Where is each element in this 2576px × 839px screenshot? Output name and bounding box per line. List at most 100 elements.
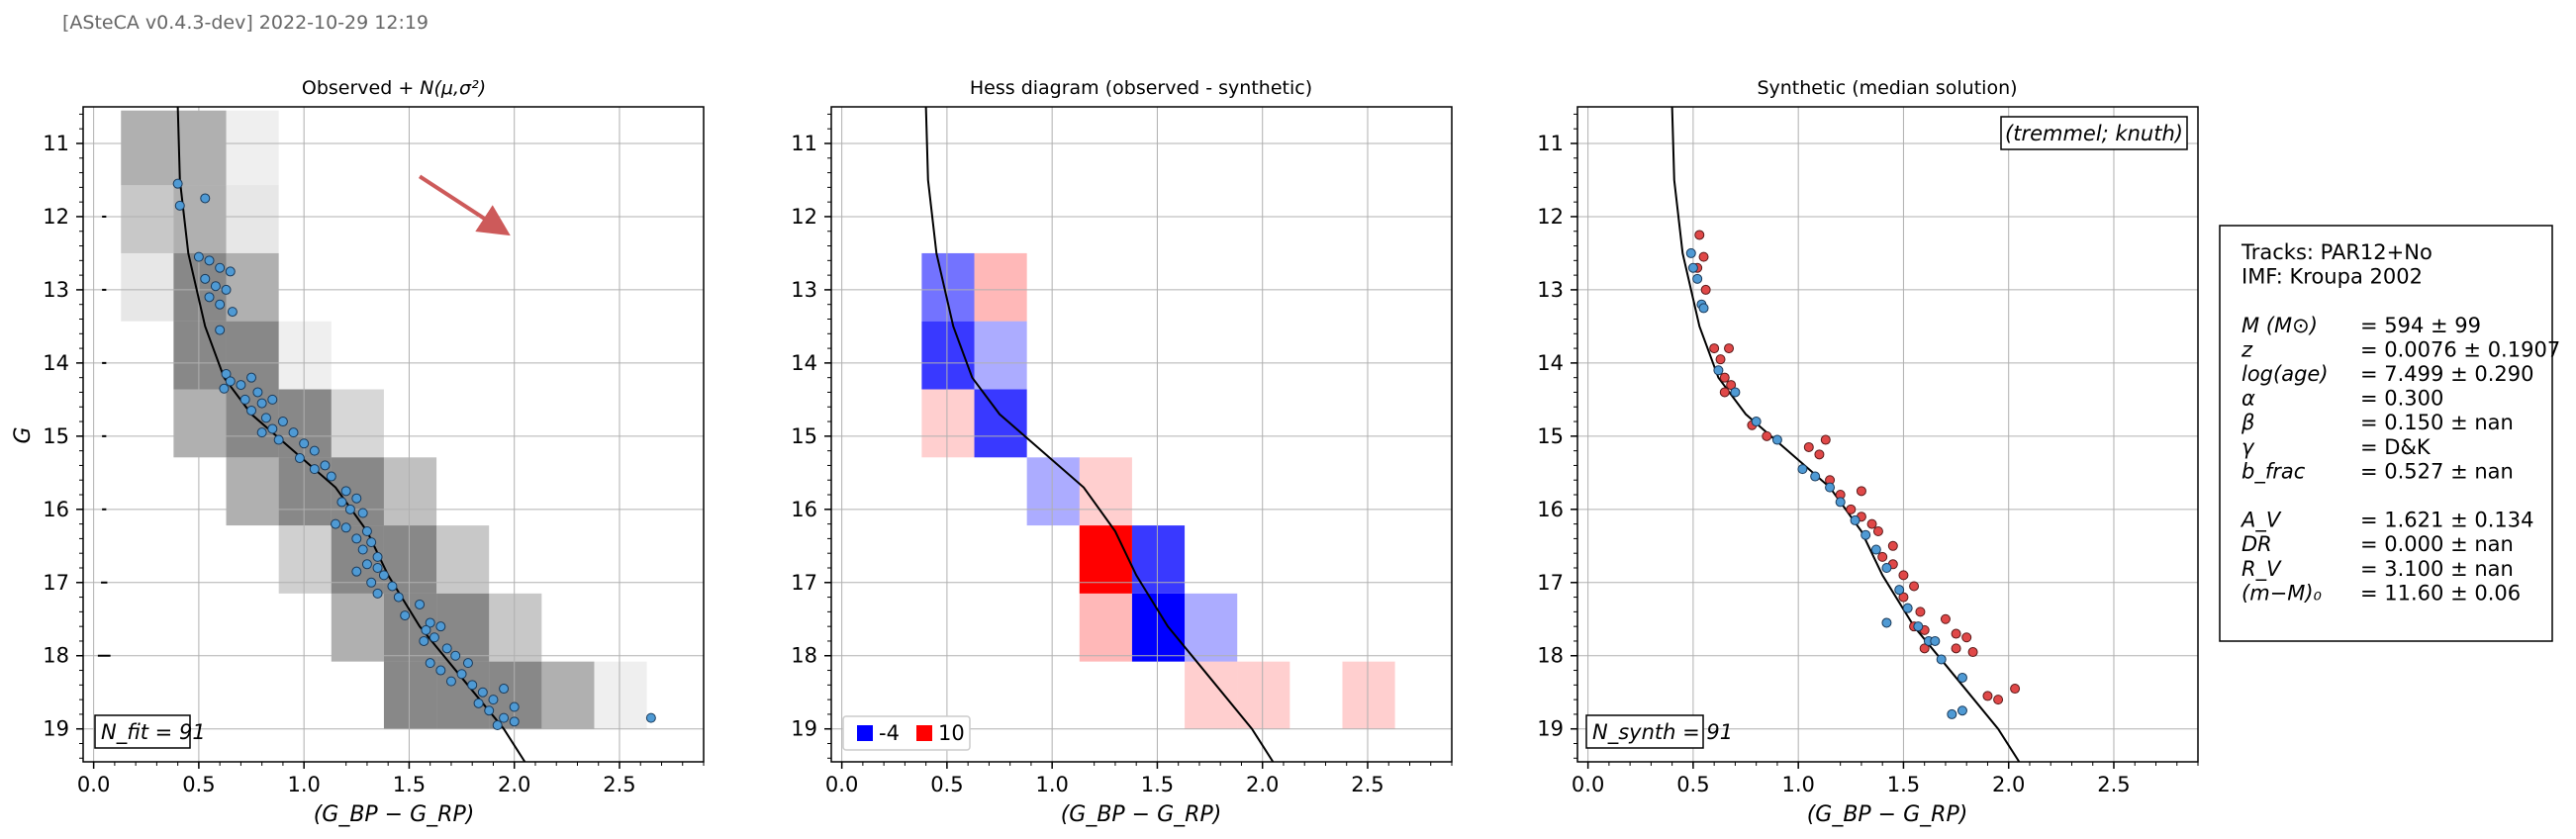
synthetic-single-star <box>1913 621 1924 632</box>
x-tick-label: 0.0 <box>77 773 110 796</box>
synthetic-single-star <box>1870 544 1881 555</box>
synthetic-binary-star <box>1909 581 1920 592</box>
observed-star <box>351 533 362 544</box>
x-tick-label: 0.5 <box>930 773 963 796</box>
observed-star <box>450 650 461 661</box>
density-cell <box>278 525 332 594</box>
y-tick-label: 12 <box>791 205 817 229</box>
observed-star <box>246 405 257 416</box>
density-cell <box>121 252 174 322</box>
param-name: β <box>2241 411 2254 434</box>
param-name: M (M⊙) <box>2242 314 2318 337</box>
param-name: IMF: Kroupa 2002 <box>2242 265 2423 289</box>
observed-grid <box>83 107 704 762</box>
y-tick-label: 17 <box>1537 571 1564 595</box>
observed-star <box>215 299 226 310</box>
observed-star <box>400 610 411 621</box>
observed-star <box>366 537 377 548</box>
hess-cell <box>1026 457 1080 526</box>
observed-star <box>210 281 221 292</box>
x-tick-label: 0.5 <box>182 773 215 796</box>
synthetic-binary-star <box>1872 526 1883 537</box>
hess-cell <box>1185 593 1238 662</box>
observed-star <box>256 427 267 438</box>
observed-star <box>499 684 510 695</box>
observed-star <box>372 562 383 573</box>
y-tick-label: 12 <box>43 205 69 229</box>
x-tick-label: 1.5 <box>393 773 426 796</box>
synthetic-single-star <box>1956 672 1967 683</box>
param-name: log(age) <box>2242 362 2329 386</box>
observed-star <box>425 658 435 669</box>
synthetic-panel: 0.0 0.5 1.0 1.5 2.0 2.5 11 12 13 14 15 16 17 18 19 Sy… <box>1537 77 2199 827</box>
synthetic-binary-star <box>1856 486 1866 497</box>
synthetic-single-star <box>1956 705 1967 716</box>
observed-star <box>357 544 368 555</box>
synthetic-grid <box>1577 107 2198 762</box>
observed-star <box>473 698 484 708</box>
observed-star <box>288 427 299 438</box>
parameters-frame <box>2219 225 2553 642</box>
y-tick-label: 17 <box>791 571 817 595</box>
synthetic-binary-star <box>1951 643 1961 654</box>
synthetic-binary-star <box>1866 518 1877 529</box>
observed-star <box>215 325 226 335</box>
observed-star <box>227 307 238 318</box>
synthetic-binary-star <box>1919 643 1930 654</box>
observed-star <box>484 705 495 716</box>
x-tick-label: 2.5 <box>2097 773 2130 796</box>
solver-box <box>2000 116 2188 150</box>
observed-star <box>415 599 426 609</box>
observed-star <box>425 617 435 628</box>
observed-title: Observed + N(μ,σ²) <box>302 77 486 99</box>
observed-star <box>456 669 467 680</box>
y-tick-label: 13 <box>1537 278 1564 302</box>
y-tick-label: 15 <box>1537 424 1564 448</box>
param-name: Tracks: PAR12+No <box>2241 240 2433 264</box>
nsynth-label: N_synth = 91 <box>1592 720 1733 745</box>
hess-legend-neg-label: -4 <box>879 721 900 745</box>
observed-points <box>172 178 656 731</box>
observed-star <box>645 712 656 723</box>
hess-cell <box>1079 525 1132 594</box>
observed-star <box>200 193 211 204</box>
param-value: = 7.499 ± 0.290 <box>2360 362 2533 386</box>
x-tick-label: 2.5 <box>1351 773 1383 796</box>
synthetic-x-ticks: 0.0 0.5 1.0 1.5 2.0 2.5 <box>1572 762 2199 796</box>
observed-y-ticks: 11 12 13 14 15 16 17 18 19 <box>43 113 83 759</box>
param-name: α <box>2242 387 2255 411</box>
observed-error-marks <box>97 215 111 657</box>
y-tick-label: 11 <box>791 132 817 155</box>
observed-frame <box>82 106 705 763</box>
synthetic-xlabel: (G_BP − G_RP) <box>1807 802 1968 827</box>
density-cell <box>226 457 279 526</box>
x-tick-label: 2.5 <box>603 773 635 796</box>
observed-star <box>204 255 215 266</box>
synthetic-binary-star <box>1915 606 1926 617</box>
hess-grid <box>831 107 1452 762</box>
y-tick-label: 19 <box>43 717 69 741</box>
observed-star <box>435 665 446 676</box>
observed-star <box>445 676 456 687</box>
hess-legend-neg-swatch <box>857 725 873 741</box>
y-tick-label: 13 <box>791 278 817 302</box>
observed-star <box>252 387 263 398</box>
observed-star <box>499 712 510 723</box>
synthetic-single-star <box>1894 585 1905 596</box>
y-tick-label: 18 <box>43 644 69 668</box>
param-value: = 0.527 ± nan <box>2360 459 2514 483</box>
y-tick-label: 16 <box>1537 498 1564 521</box>
synthetic-title: Synthetic (median solution) <box>1757 77 2017 99</box>
density-cell <box>594 661 647 729</box>
observed-star <box>351 493 362 504</box>
param-value: = 594 ± 99 <box>2360 314 2481 337</box>
x-tick-label: 0.0 <box>825 773 858 796</box>
synthetic-single-star <box>1751 417 1762 427</box>
synthetic-single-star <box>1698 303 1709 314</box>
synthetic-single-star <box>1687 262 1698 273</box>
synthetic-single-star <box>1685 247 1696 258</box>
hess-cell <box>921 321 975 390</box>
density-cell <box>436 525 490 594</box>
observed-title-math: N(μ,σ²) <box>420 77 486 99</box>
